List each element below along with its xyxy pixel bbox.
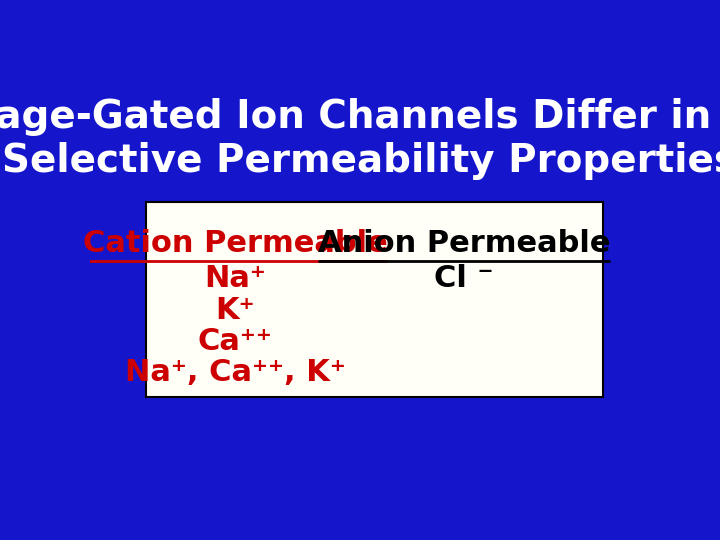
- Text: Anion Permeable: Anion Permeable: [318, 229, 610, 258]
- Text: Na⁺, Ca⁺⁺, K⁺: Na⁺, Ca⁺⁺, K⁺: [125, 358, 346, 387]
- Text: Cl ⁻: Cl ⁻: [434, 265, 494, 293]
- Text: Cation Permeable: Cation Permeable: [83, 229, 387, 258]
- FancyBboxPatch shape: [145, 202, 603, 397]
- Text: Voltage-Gated Ion Channels Differ in their
Selective Permeability Properties: Voltage-Gated Ion Channels Differ in the…: [0, 98, 720, 180]
- Text: Na⁺: Na⁺: [204, 265, 266, 293]
- Text: K⁺: K⁺: [215, 295, 255, 325]
- Text: Ca⁺⁺: Ca⁺⁺: [198, 327, 272, 356]
